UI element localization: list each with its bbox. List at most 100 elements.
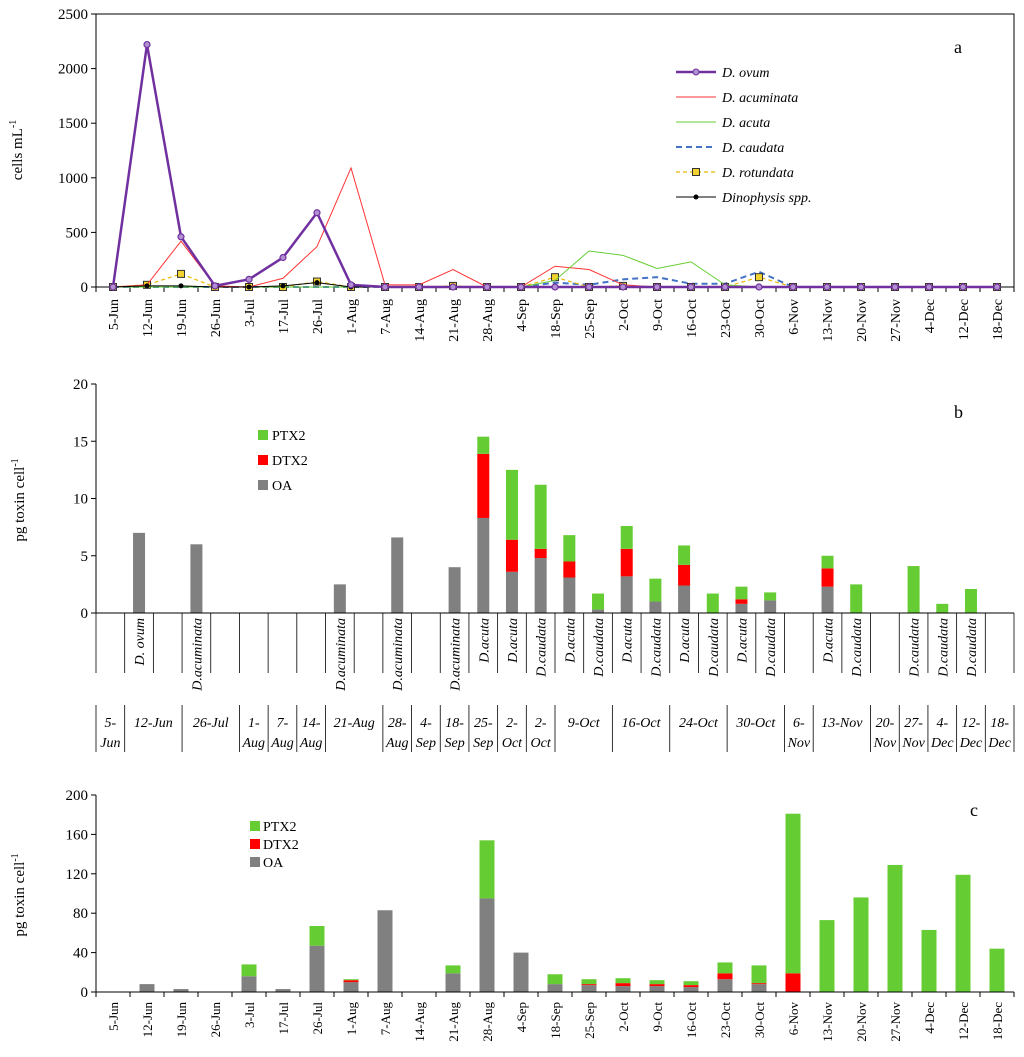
bar-segment-oa <box>173 989 189 992</box>
date-label: Dec <box>930 736 954 751</box>
bar-segment-oa <box>678 585 691 613</box>
x-tick-label: 1-Aug <box>344 1002 359 1036</box>
bar-segment-oa <box>764 600 777 613</box>
bar-segment-ptx2 <box>620 525 633 549</box>
series-point <box>279 253 287 262</box>
panel-c-legend: PTX2 DTX2 OA <box>250 820 299 871</box>
bar-segment-oa <box>448 567 461 613</box>
bar-segment-ptx2 <box>964 588 977 613</box>
legend-label: D. caudata <box>721 141 784 156</box>
bar-segment-dtx2 <box>563 561 576 578</box>
bar-segment-oa <box>309 945 325 992</box>
series-point <box>314 280 320 286</box>
series-point <box>993 283 1001 291</box>
bar-segment-oa <box>391 537 404 613</box>
panel-a-legend: D. ovum D. acuminata D. acuta D. caudata D. … <box>676 66 811 206</box>
y-tick-label: 160 <box>66 827 89 843</box>
panel-c-plot-area <box>96 795 1014 992</box>
bar-segment-oa <box>241 976 257 992</box>
series-point <box>755 273 763 282</box>
series-point <box>687 283 695 291</box>
bar-segment-oa <box>649 986 665 992</box>
x-tick-label: 28-Aug <box>480 1002 495 1042</box>
x-tick-label: 5-Jun <box>106 1002 121 1031</box>
species-label: D.acuta <box>735 618 750 664</box>
date-label: Aug <box>270 736 294 751</box>
species-label: D.caudata <box>535 618 550 678</box>
bar-segment-ptx2 <box>592 593 605 610</box>
y-tick-label: 0 <box>81 606 89 622</box>
x-tick-label: 16-Oct <box>685 299 700 338</box>
legend-label: DTX2 <box>263 838 299 853</box>
bar-segment-ptx2 <box>989 948 1005 992</box>
bar-segment-ptx2 <box>241 964 257 977</box>
date-label: 5- <box>105 716 117 731</box>
x-tick-label: 9-Oct <box>651 299 666 331</box>
date-label: 13-Nov <box>821 716 863 731</box>
species-label: D.acuta <box>477 618 492 664</box>
bar-segment-oa <box>275 989 291 992</box>
panel-b-x-axis-table: D. ovum D.acuminata D.acuminata D.acuminata… <box>95 612 1015 752</box>
species-label: D.acuta <box>506 618 521 664</box>
species-label: D.acuta <box>563 618 578 664</box>
date-label: 14- <box>302 716 321 731</box>
date-label: 21-Aug <box>334 716 375 731</box>
date-label: 1- <box>248 716 260 731</box>
bar-segment-ptx2 <box>764 592 777 601</box>
y-tick-label: 5 <box>81 549 89 565</box>
panel-a-series <box>109 40 1001 291</box>
x-tick-label: 20-Nov <box>855 299 870 342</box>
x-tick-label: 12-Dec <box>957 299 972 340</box>
x-tick-label: 9-Oct <box>650 1002 665 1032</box>
bar-segment-ptx2 <box>717 962 733 974</box>
legend-label: PTX2 <box>272 429 305 444</box>
y-tick-label: 200 <box>66 788 89 804</box>
legend-swatch-ptx2 <box>250 821 260 831</box>
date-label: 24-Oct <box>679 716 719 731</box>
bar-segment-oa <box>581 985 597 992</box>
panel-c-bars <box>139 813 1005 992</box>
x-tick-label: 6-Nov <box>787 299 802 335</box>
x-tick-label: 20-Nov <box>854 1002 869 1042</box>
date-label: 30-Oct <box>735 716 776 731</box>
y-tick-label: 80 <box>73 906 88 922</box>
legend-label: Dinophysis spp. <box>721 191 811 206</box>
y-tick-label: 15 <box>73 434 88 450</box>
species-label: D.caudata <box>649 618 664 678</box>
y-tick-label: 2500 <box>58 7 88 23</box>
x-tick-label: 23-Oct <box>719 299 734 338</box>
x-tick-label: 25-Sep <box>583 299 598 339</box>
panel-b-plot-area <box>96 384 1014 613</box>
bar-segment-ptx2 <box>649 980 665 985</box>
series-point <box>211 282 219 290</box>
legend-swatch-oa <box>258 480 268 490</box>
y-tick-label: 1500 <box>58 116 88 132</box>
panel-b-bars <box>133 436 977 613</box>
x-tick-label: 5-Jun <box>107 299 122 330</box>
series-point <box>177 269 185 278</box>
legend-swatch-dtx2 <box>258 455 268 465</box>
bar-segment-ptx2 <box>785 813 801 974</box>
x-tick-label: 21-Aug <box>446 1002 461 1042</box>
date-label: Oct <box>531 736 552 751</box>
bar-segment-dtx2 <box>717 973 733 980</box>
legend-label: OA <box>272 479 293 494</box>
bar-segment-oa <box>133 532 146 613</box>
x-tick-label: 2-Oct <box>616 1002 631 1032</box>
series-point <box>857 283 865 291</box>
series-point <box>551 273 559 282</box>
x-tick-label: 14-Aug <box>413 299 428 342</box>
date-label: 6- <box>793 716 805 731</box>
series-point <box>619 283 627 291</box>
x-tick-label: 6-Nov <box>786 1002 801 1036</box>
date-label: 4- <box>936 716 948 731</box>
x-tick-label: 26-Jun <box>208 1002 223 1038</box>
x-tick-label: 26-Jul <box>311 299 326 334</box>
panel-a-y-ticks: 0 500 1000 1500 2000 2500 <box>58 7 96 296</box>
bar-segment-dtx2 <box>615 983 631 987</box>
x-tick-label: 4-Dec <box>922 1002 937 1034</box>
bar-segment-oa <box>477 517 490 613</box>
bar-segment-ptx2 <box>309 926 325 946</box>
series-point <box>177 233 185 241</box>
bar-segment-oa <box>479 898 495 992</box>
